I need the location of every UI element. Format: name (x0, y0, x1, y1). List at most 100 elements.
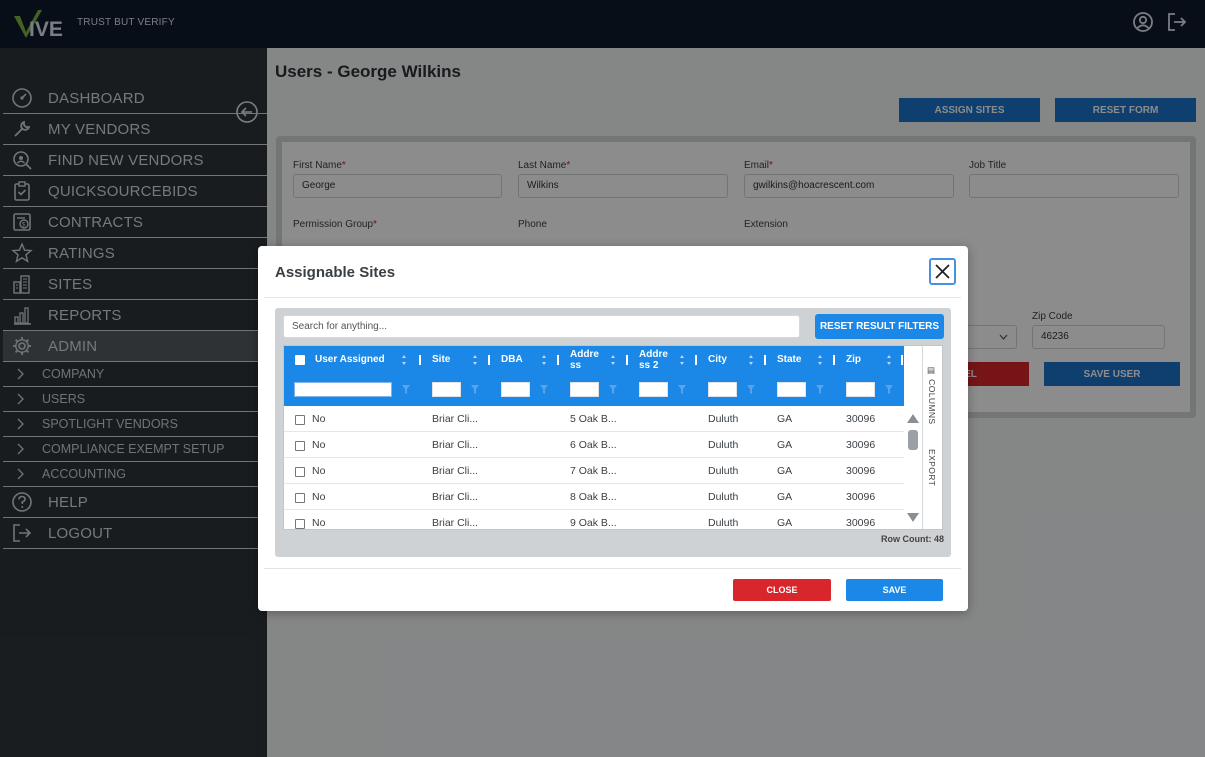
sidebar-item-dashboard[interactable]: DASHBOARD (3, 83, 267, 114)
sidebar-item-contracts[interactable]: $ CONTRACTS (3, 207, 267, 238)
cell-site: Briar Cli... (432, 413, 479, 425)
column-header-site[interactable]: Site (432, 354, 451, 365)
filter-address[interactable] (570, 382, 599, 397)
sidebar-subitem-accounting[interactable]: ACCOUNTING (3, 462, 267, 487)
sidebar-item-find-new-vendors[interactable]: FIND NEW VENDORS (3, 145, 267, 176)
sort-icon[interactable] (611, 355, 615, 365)
column-header-address[interactable]: Addre ss (570, 349, 599, 371)
column-separator (557, 355, 559, 365)
column-separator (901, 355, 903, 365)
sidebar-item-ratings[interactable]: RATINGS (3, 238, 267, 269)
table-row[interactable]: No Briar Cli... 9 Oak B... Duluth GA 300… (284, 510, 904, 529)
filter-user-assigned[interactable] (294, 382, 392, 397)
sidebar-subitem-company[interactable]: COMPANY (3, 362, 267, 387)
cell-zip: 30096 (846, 517, 876, 529)
user-circle-icon[interactable] (1131, 10, 1155, 34)
sort-icon[interactable] (542, 355, 546, 365)
column-header-city[interactable]: City (708, 354, 727, 365)
grid-vertical-scrollbar[interactable] (904, 406, 922, 529)
filter-dba[interactable] (501, 382, 530, 397)
sidebar-subitem-users[interactable]: USERS (3, 387, 267, 412)
logout-icon[interactable] (1165, 10, 1189, 34)
filter-zip[interactable] (846, 382, 875, 397)
columns-tool-label: COLUMNS (927, 379, 937, 425)
save-button[interactable]: SAVE (846, 579, 943, 601)
gear-icon (13, 337, 31, 355)
collapse-sidebar-icon[interactable] (235, 100, 259, 124)
filter-state[interactable] (777, 382, 806, 397)
scroll-down-arrow-icon[interactable] (907, 513, 919, 522)
scrollbar-thumb[interactable] (908, 430, 918, 450)
last-name-field[interactable]: Wilkins (518, 174, 728, 198)
sidebar-item-admin[interactable]: ADMIN (3, 331, 267, 362)
row-checkbox[interactable] (295, 519, 305, 529)
sidebar-subitem-spotlight-vendors[interactable]: SPOTLIGHT VENDORS (3, 412, 267, 437)
column-header-zip[interactable]: Zip (846, 354, 861, 365)
filter-city[interactable] (708, 382, 737, 397)
filter-icon[interactable] (885, 385, 893, 394)
scroll-up-arrow-icon[interactable] (907, 414, 919, 423)
column-header-address-2[interactable]: Addre ss 2 (639, 349, 668, 371)
sign-out-icon (13, 524, 32, 542)
last-name-label: Last Name* (518, 160, 571, 171)
reset-form-button[interactable]: RESET FORM (1055, 98, 1196, 122)
sort-icon[interactable] (402, 355, 406, 365)
sidebar-item-reports[interactable]: REPORTS (3, 300, 267, 331)
filter-icon[interactable] (471, 385, 479, 394)
row-checkbox[interactable] (295, 441, 305, 451)
sort-icon[interactable] (818, 355, 822, 365)
column-header-dba[interactable]: DBA (501, 354, 523, 365)
email-field[interactable]: gwilkins@hoacrescent.com (744, 174, 954, 198)
row-checkbox[interactable] (295, 415, 305, 425)
first-name-field[interactable]: George (293, 174, 502, 198)
job-title-field[interactable] (969, 174, 1179, 198)
filter-icon[interactable] (678, 385, 686, 394)
close-button[interactable]: CLOSE (733, 579, 831, 601)
column-separator (488, 355, 490, 365)
sort-icon[interactable] (887, 355, 891, 365)
filter-icon[interactable] (540, 385, 548, 394)
assign-sites-button[interactable]: ASSIGN SITES (899, 98, 1040, 122)
zip-code-field[interactable]: 46236 (1032, 325, 1165, 349)
filter-icon[interactable] (747, 385, 755, 394)
column-separator (833, 355, 835, 365)
column-header-state[interactable]: State (777, 354, 802, 365)
sidebar-item-quicksourcebids[interactable]: QUICKSOURCEBIDS (3, 176, 267, 207)
columns-tool-tab[interactable]: ▤ COLUMNS (927, 366, 937, 424)
filter-site[interactable] (432, 382, 461, 397)
cell-city: Duluth (708, 491, 739, 503)
table-row[interactable]: No Briar Cli... 7 Oak B... Duluth GA 300… (284, 458, 904, 484)
row-checkbox[interactable] (295, 493, 305, 503)
filter-icon[interactable] (816, 385, 824, 394)
export-tool-tab[interactable]: EXPORT (927, 449, 937, 487)
column-separator (626, 355, 628, 365)
reset-result-filters-button[interactable]: RESET RESULT FILTERS (815, 314, 944, 339)
column-header-user-assigned[interactable]: User Assigned (315, 354, 385, 365)
sidebar-item-help[interactable]: HELP (3, 487, 267, 518)
sidebar-subitem-compliance-exempt-setup[interactable]: COMPLIANCE EXEMPT SETUP (3, 437, 267, 462)
cell-address: 5 Oak B... (570, 413, 617, 425)
filter-icon[interactable] (402, 385, 410, 394)
sort-icon[interactable] (680, 355, 684, 365)
modal-close-button[interactable] (929, 258, 956, 285)
filter-address-2[interactable] (639, 382, 668, 397)
grid-header: User Assigned Site DBA Addre ss Addre ss… (284, 346, 904, 406)
sidebar-item-label: CONTRACTS (48, 213, 144, 231)
cell-city: Duluth (708, 465, 739, 477)
sort-icon[interactable] (749, 355, 753, 365)
sidebar-item-logout[interactable]: LOGOUT (3, 518, 267, 549)
table-row[interactable]: No Briar Cli... 5 Oak B... Duluth GA 300… (284, 406, 904, 432)
table-row[interactable]: No Briar Cli... 8 Oak B... Duluth GA 300… (284, 484, 904, 510)
save-user-button[interactable]: SAVE USER (1044, 362, 1180, 386)
table-row[interactable]: No Briar Cli... 6 Oak B... Duluth GA 300… (284, 432, 904, 458)
sites-grid-panel: Search for anything... RESET RESULT FILT… (275, 308, 951, 557)
cell-state: GA (777, 465, 793, 477)
select-all-checkbox[interactable] (295, 355, 305, 365)
sidebar-item-sites[interactable]: SITES (3, 269, 267, 300)
grid-search-input[interactable]: Search for anything... (283, 315, 800, 338)
sort-icon[interactable] (473, 355, 477, 365)
filter-icon[interactable] (609, 385, 617, 394)
row-checkbox[interactable] (295, 467, 305, 477)
sidebar-item-my-vendors[interactable]: MY VENDORS (3, 114, 267, 145)
assignable-sites-modal: Assignable Sites Search for anything... … (258, 246, 968, 611)
